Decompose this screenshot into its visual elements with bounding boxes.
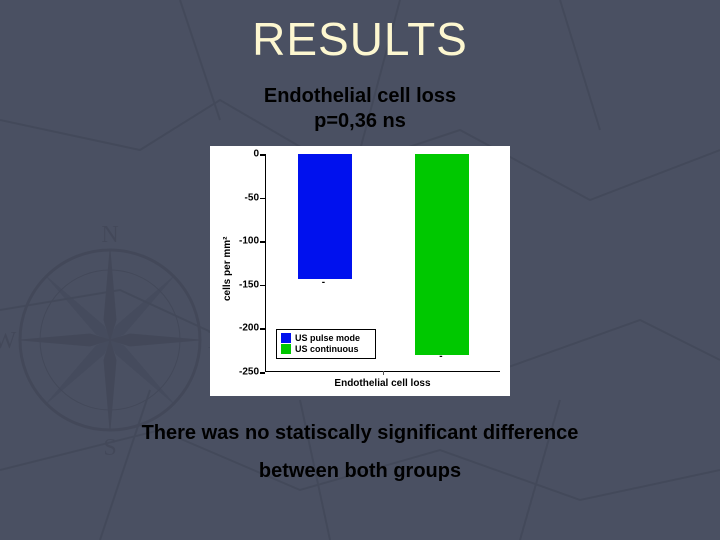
y-tick bbox=[260, 154, 265, 156]
y-tick-label: -100 bbox=[231, 236, 259, 247]
legend-swatch-continuous bbox=[281, 344, 291, 354]
chart-title-line2: p=0,36 ns bbox=[314, 110, 406, 132]
x-minor-tick bbox=[383, 371, 384, 375]
page-title: RESULTS bbox=[0, 0, 720, 66]
legend-row-1: US continuous bbox=[281, 344, 371, 355]
y-tick bbox=[260, 328, 265, 330]
y-tick bbox=[260, 285, 265, 287]
bar-us-continuous bbox=[415, 154, 469, 355]
chart-title: Endothelial cell loss p=0,36 ns bbox=[0, 84, 720, 134]
caption-line-1: There was no statiscally significant dif… bbox=[142, 422, 579, 444]
y-tick bbox=[260, 372, 265, 374]
legend-label-pulse: US pulse mode bbox=[295, 333, 360, 344]
slide-content: RESULTS Endothelial cell loss p=0,36 ns … bbox=[0, 0, 720, 540]
y-tick-label: -250 bbox=[231, 367, 259, 378]
legend-swatch-pulse bbox=[281, 333, 291, 343]
y-tick-label: -150 bbox=[231, 279, 259, 290]
y-tick bbox=[260, 198, 265, 200]
error-mark-1: - bbox=[439, 351, 442, 362]
legend-label-continuous: US continuous bbox=[295, 344, 359, 355]
chart-legend: US pulse mode US continuous bbox=[276, 329, 376, 360]
y-tick bbox=[260, 241, 265, 243]
y-tick-label: -50 bbox=[231, 192, 259, 203]
legend-row-0: US pulse mode bbox=[281, 333, 371, 344]
chart-title-line1: Endothelial cell loss bbox=[264, 85, 456, 107]
caption-line-2: between both groups bbox=[259, 460, 461, 482]
x-axis-label: Endothelial cell loss bbox=[265, 378, 500, 389]
caption: There was no statiscally significant dif… bbox=[0, 414, 720, 490]
chart-container: cells per mm² - - US pulse mode US conti… bbox=[210, 146, 510, 396]
y-tick-label: 0 bbox=[231, 149, 259, 160]
y-tick-label: -200 bbox=[231, 323, 259, 334]
plot-area: - - US pulse mode US continuous bbox=[265, 154, 500, 372]
bar-us-pulse bbox=[298, 154, 352, 279]
error-mark-0: - bbox=[322, 277, 325, 288]
